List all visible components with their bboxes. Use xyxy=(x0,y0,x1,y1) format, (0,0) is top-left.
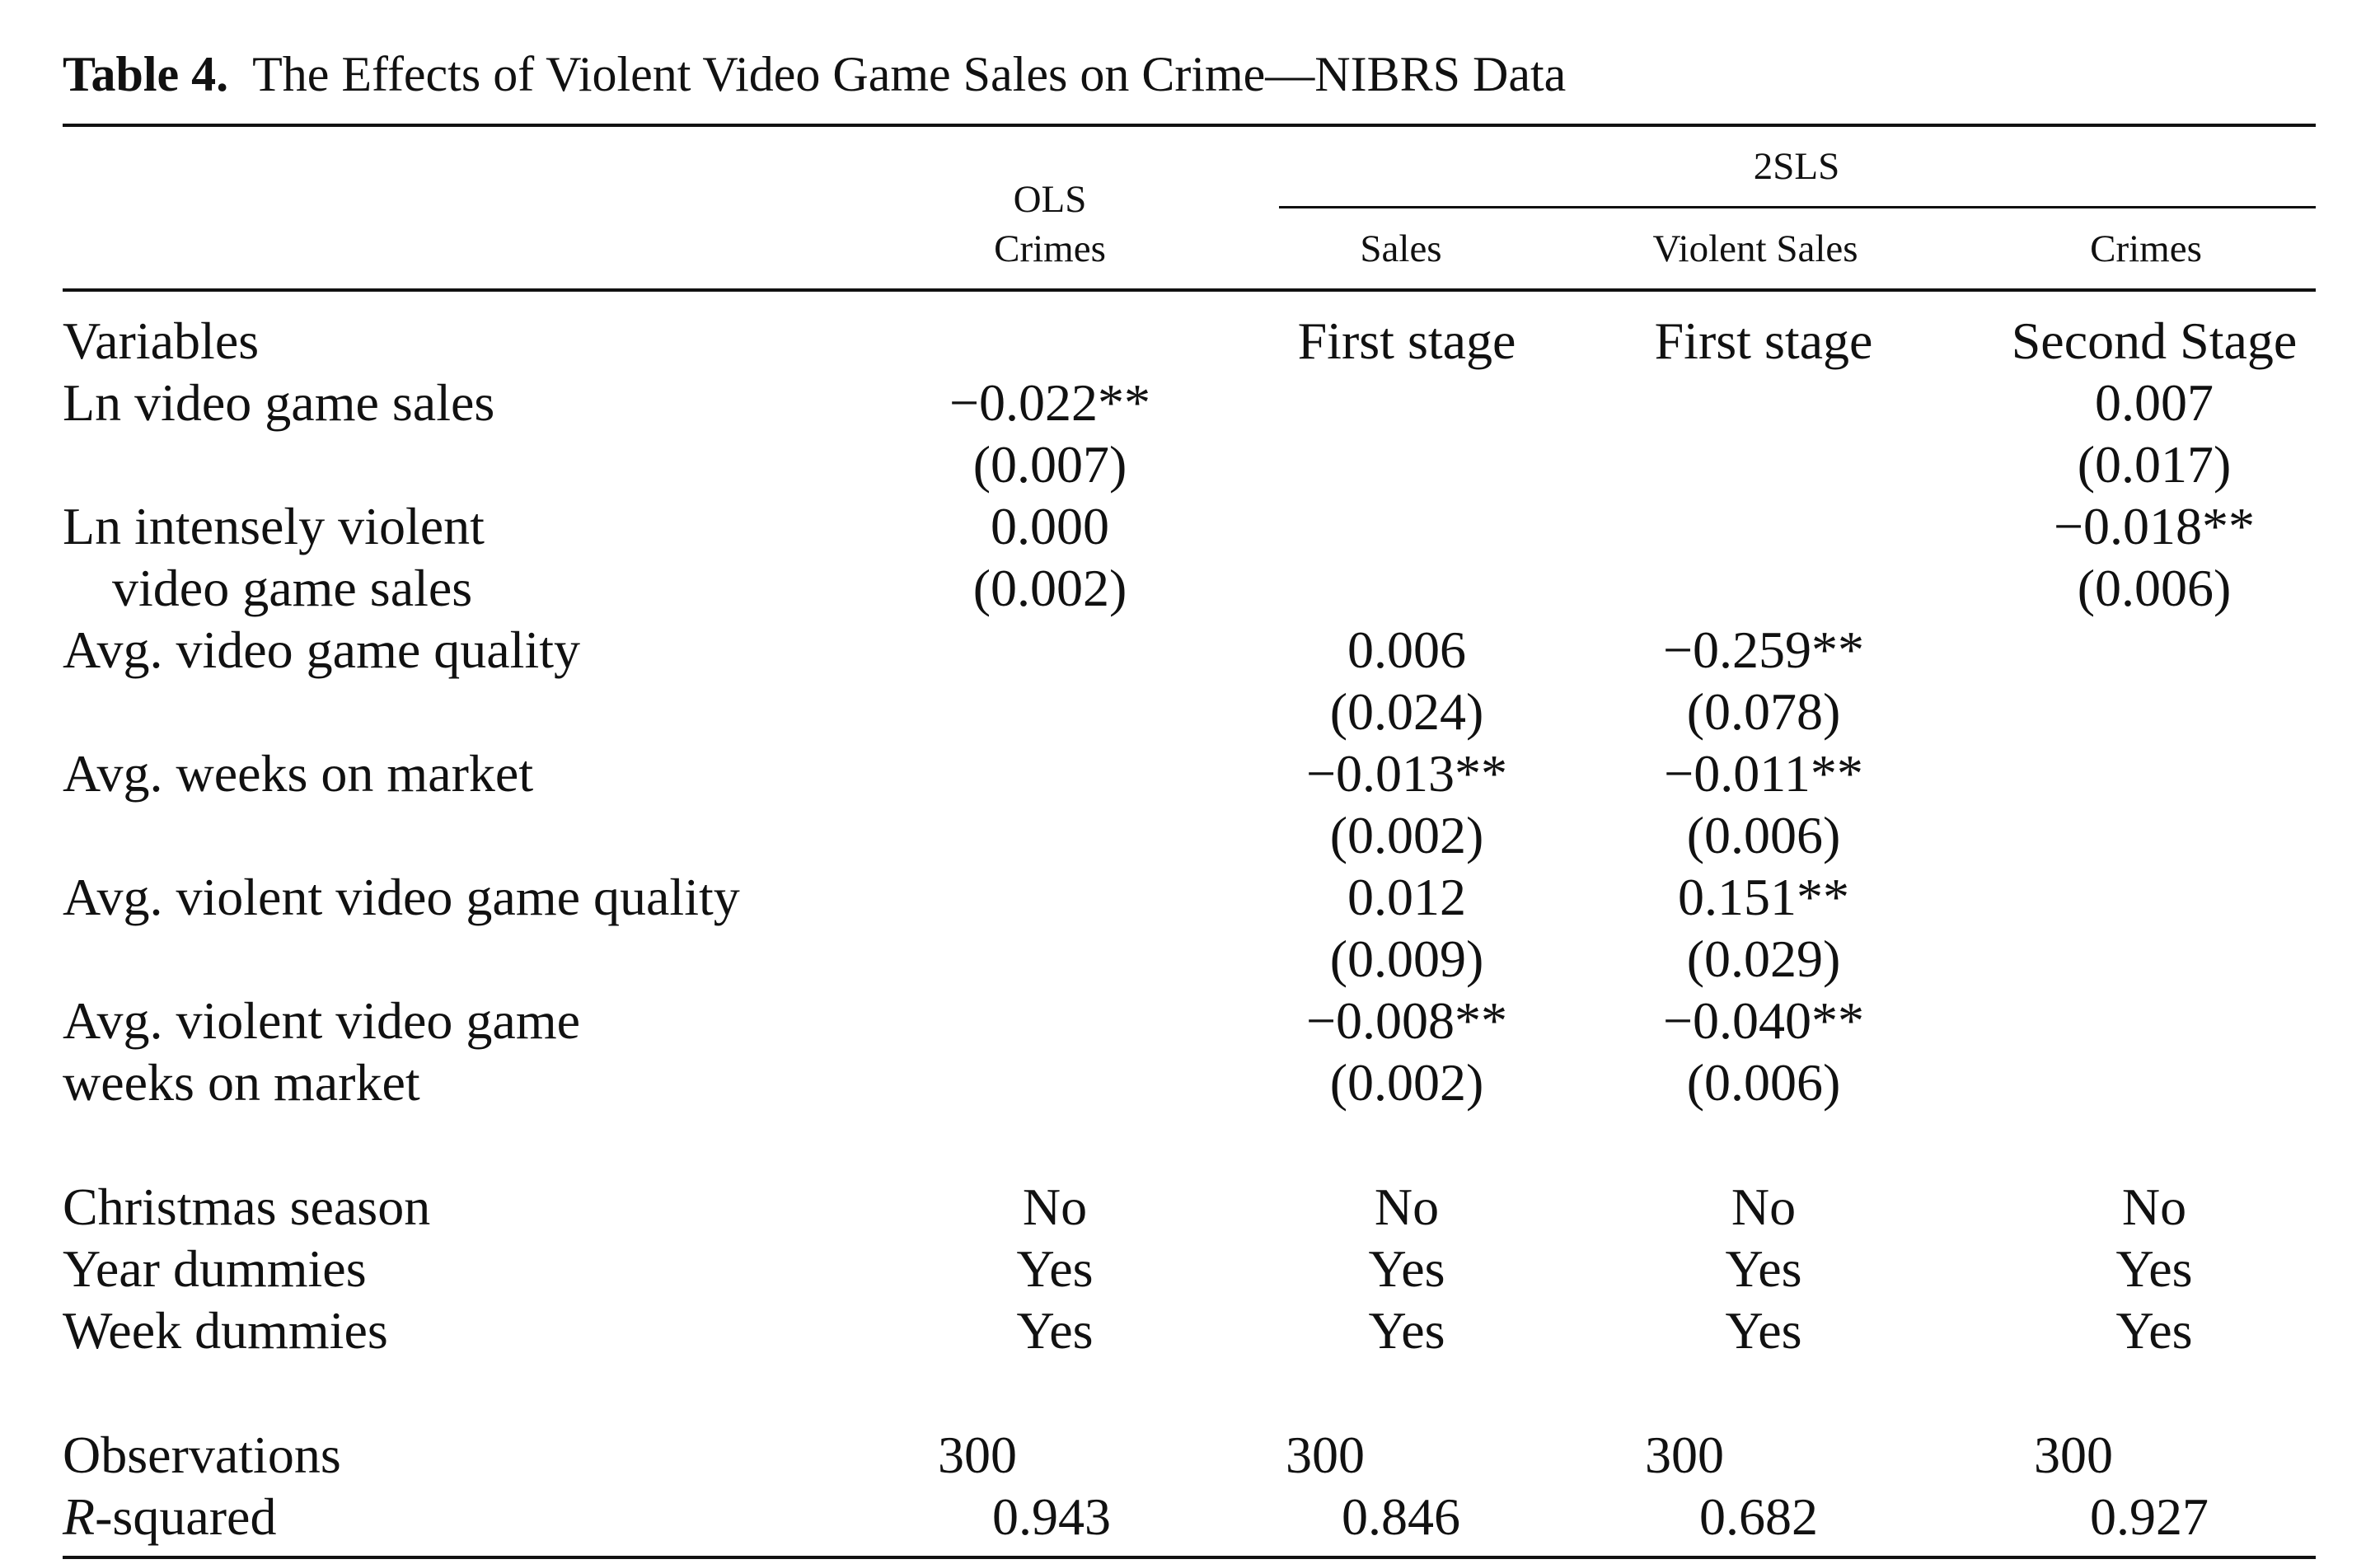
control-label: Christmas season xyxy=(63,1178,431,1236)
header-ols-bottom: Crimes xyxy=(994,227,1106,270)
cell-violent: (0.006) xyxy=(1686,1053,1841,1112)
header-2sls: 2SLS xyxy=(1753,145,1840,188)
cell-violent: (0.078) xyxy=(1686,682,1841,741)
row-label: Ln intensely violent xyxy=(63,497,485,555)
control-cell-sales: Yes xyxy=(1368,1301,1445,1360)
cell-violent: −0.040** xyxy=(1662,991,1865,1050)
cell-sales: (0.009) xyxy=(1329,930,1484,988)
control-cell-violent: Yes xyxy=(1725,1239,1802,1298)
control-cell-crimes: Yes xyxy=(2115,1301,2193,1360)
cell-crimes: (0.017) xyxy=(2077,435,2232,494)
row-label: Avg. violent video game xyxy=(63,991,580,1050)
control-cell-violent: Yes xyxy=(1725,1301,1802,1360)
cell-ols: −0.022** xyxy=(949,373,1151,432)
stage-crimes: Second Stage xyxy=(2011,311,2298,370)
header-crimes: Crimes xyxy=(2090,227,2202,270)
r2-crimes: 0.927 xyxy=(2090,1487,2209,1546)
control-cell-ols: Yes xyxy=(1016,1239,1094,1298)
cell-violent: 0.151** xyxy=(1678,868,1849,926)
control-cell-ols: Yes xyxy=(1016,1301,1094,1360)
cell-violent: −0.259** xyxy=(1662,620,1865,679)
cell-violent: (0.029) xyxy=(1686,930,1841,988)
obs-ols: 300 xyxy=(938,1426,1017,1484)
cell-sales: −0.008** xyxy=(1305,991,1508,1050)
header-ols-top: OLS xyxy=(1013,178,1087,221)
r-squared-label: R-squared xyxy=(63,1486,276,1548)
table-caption: Table 4. The Effects of Violent Video Ga… xyxy=(63,40,1566,109)
cell-sales: 0.006 xyxy=(1347,620,1466,679)
control-cell-sales: Yes xyxy=(1368,1239,1445,1298)
cell-sales: (0.002) xyxy=(1329,1053,1484,1112)
cell-sales: 0.012 xyxy=(1347,868,1466,926)
row-label: Avg. weeks on market xyxy=(63,744,534,803)
control-cell-crimes: No xyxy=(2121,1178,2187,1236)
control-label: Week dummies xyxy=(63,1301,388,1360)
row-label: weeks on market xyxy=(63,1053,420,1112)
stage-sales: First stage xyxy=(1297,311,1516,370)
cell-violent: −0.011** xyxy=(1664,744,1863,803)
r-squared-label-rest: -squared xyxy=(95,1487,277,1546)
obs-sales: 300 xyxy=(1286,1426,1365,1484)
table-label: Table 4. xyxy=(63,47,229,101)
obs-violent: 300 xyxy=(1645,1426,1724,1484)
cell-violent: (0.006) xyxy=(1686,806,1841,864)
control-cell-ols: No xyxy=(1022,1178,1088,1236)
table-title: The Effects of Violent Video Game Sales … xyxy=(252,47,1567,101)
control-cell-crimes: Yes xyxy=(2115,1239,2193,1298)
cell-ols: 0.000 xyxy=(991,497,1109,555)
control-cell-sales: No xyxy=(1374,1178,1440,1236)
top-rule xyxy=(63,124,2316,127)
rule-2sls xyxy=(1279,206,2316,208)
header-rule xyxy=(63,288,2316,292)
r-squared-label-italic: R xyxy=(63,1487,96,1546)
cell-sales: −0.013** xyxy=(1305,744,1508,803)
cell-crimes: −0.018** xyxy=(2053,497,2256,555)
cell-crimes: (0.006) xyxy=(2077,559,2232,617)
header-violent-sales: Violent Sales xyxy=(1652,227,1858,270)
row-label: Avg. violent video game quality xyxy=(63,868,740,926)
header-sales: Sales xyxy=(1360,227,1442,270)
cell-ols: (0.002) xyxy=(972,559,1127,617)
observations-label: Observations xyxy=(63,1426,341,1484)
control-cell-violent: No xyxy=(1731,1178,1797,1236)
obs-crimes: 300 xyxy=(2034,1426,2113,1484)
r2-ols: 0.943 xyxy=(992,1487,1111,1546)
cell-crimes: 0.007 xyxy=(2095,373,2214,432)
row-label: Ln video game sales xyxy=(63,373,495,432)
row-label: Avg. video game quality xyxy=(63,620,580,679)
cell-sales: (0.024) xyxy=(1329,682,1484,741)
bottom-rule xyxy=(63,1556,2316,1559)
control-label: Year dummies xyxy=(63,1239,367,1298)
row-label: video game sales xyxy=(112,559,473,617)
r2-violent: 0.682 xyxy=(1699,1487,1818,1546)
cell-ols: (0.007) xyxy=(972,435,1127,494)
variables-label: Variables xyxy=(63,311,260,370)
stage-violent: First stage xyxy=(1654,311,1873,370)
cell-sales: (0.002) xyxy=(1329,806,1484,864)
r2-sales: 0.846 xyxy=(1342,1487,1460,1546)
